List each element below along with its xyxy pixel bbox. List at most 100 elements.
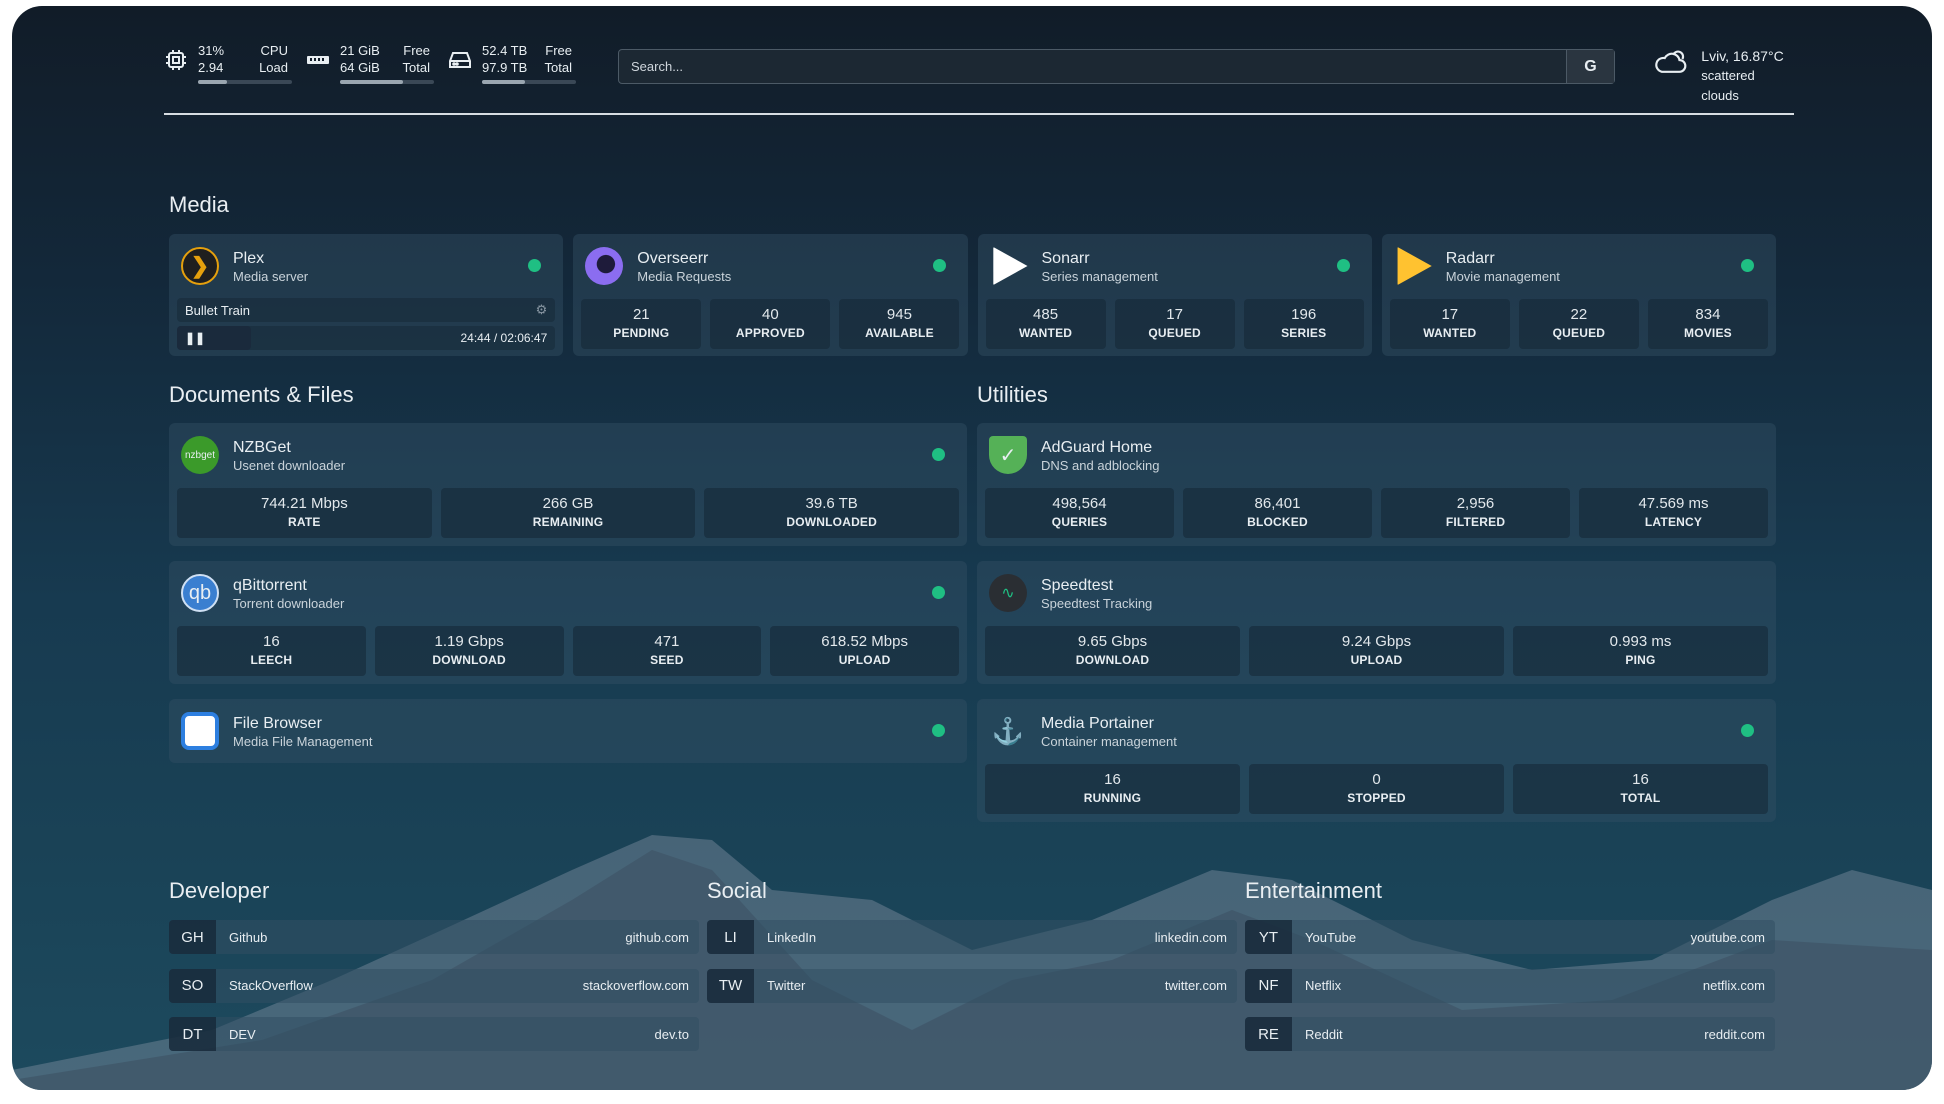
stat-label: DOWNLOADED <box>786 515 878 529</box>
stat-value: 39.6 TB <box>805 495 858 512</box>
bookmark-abbreviation: DT <box>169 1017 216 1051</box>
bookmark-reddit[interactable]: RE Reddit reddit.com <box>1245 1017 1775 1051</box>
stat-box: 17 QUEUED <box>1114 299 1235 349</box>
status-dot <box>932 724 945 737</box>
section-title-docs: Documents & Files <box>169 382 354 407</box>
media-portainer-card[interactable]: ⚓ Media Portainer Container management 16 RU… <box>977 699 1776 822</box>
qbittorrent-card[interactable]: qb qBittorrent Torrent downloader 16 LEECH 1.… <box>169 561 967 684</box>
stat-value: 1.19 Gbps <box>434 633 504 650</box>
stat-box: 9.24 Gbps UPLOAD <box>1249 626 1504 676</box>
adguard-home-card[interactable]: ✓ AdGuard Home DNS and adblocking 498,564 QU… <box>977 423 1776 546</box>
service-name: AdGuard Home <box>1041 438 1153 456</box>
pause-icon[interactable]: ❚❚ <box>185 331 206 345</box>
stat-value: 618.52 Mbps <box>821 633 908 650</box>
speedtest-card[interactable]: ∿ Speedtest Speedtest Tracking 9.65 Gbps DOW… <box>977 561 1776 684</box>
status-dot <box>932 448 945 461</box>
bookmark-abbreviation: YT <box>1245 920 1292 954</box>
bookmark-url: github.com <box>625 929 689 945</box>
stat-label: WANTED <box>1423 326 1477 340</box>
stat-value: 17 <box>1166 306 1183 323</box>
playback-time: 24:44 / 02:06:47 <box>460 331 548 345</box>
memory-icon <box>307 56 329 64</box>
stat-box: 485 WANTED <box>985 299 1106 349</box>
memory-widget: 21 GiB Free 64 GiB Total <box>306 42 434 84</box>
sonarr-card[interactable]: Sonarr Series management 485 WANTED 17 QUEUED… <box>977 234 1372 356</box>
stat-box: 2,956 FILTERED <box>1381 488 1570 538</box>
service-name: File Browser <box>233 714 322 732</box>
memory-free: 21 GiB <box>340 43 380 58</box>
service-name: NZBGet <box>233 438 291 456</box>
stat-value: 22 <box>1570 306 1588 323</box>
stat-box: 196 SERIES <box>1243 299 1364 349</box>
disk-total: 97.9 TB <box>482 60 528 75</box>
stat-label: SEED <box>650 653 684 667</box>
stat-label: AVAILABLE <box>865 326 934 340</box>
service-name: Speedtest <box>1041 576 1114 594</box>
bookmark-name: StackOverflow <box>229 978 313 993</box>
disk-icon <box>449 52 471 68</box>
cpu-label: CPU <box>260 43 288 58</box>
stat-value: 17 <box>1441 306 1459 323</box>
stat-value: 16 <box>263 633 280 650</box>
settings-icon[interactable]: ⚙ <box>535 302 548 317</box>
service-description: Media File Management <box>233 733 373 749</box>
plex-card[interactable]: ❯ Plex Media server Bullet Train ⚙ ❚❚ 24:44… <box>169 234 564 356</box>
disk-widget: 52.4 TB Free 97.9 TB Total <box>448 42 576 84</box>
qbittorrent-icon: qb <box>181 574 219 612</box>
radarr-card[interactable]: Radarr Movie management 17 WANTED 22 QUEUED 83… <box>1381 234 1776 356</box>
cpu-icon <box>166 50 186 70</box>
status-dot <box>932 259 946 272</box>
bookmark-name: YouTube <box>1305 929 1357 945</box>
stat-box: 16 TOTAL <box>1513 764 1768 814</box>
now-playing-title: Bullet Train <box>185 302 251 318</box>
bookmark-twitter[interactable]: TW Twitter twitter.com <box>707 968 1237 1003</box>
bookmark-netflix[interactable]: NF Netflix netflix.com <box>1245 968 1775 1003</box>
service-description: Container management <box>1041 733 1177 749</box>
bookmark-abbreviation: RE <box>1245 1017 1292 1051</box>
stat-label: WANTED <box>1018 326 1073 340</box>
service-description: Speedtest Tracking <box>1041 595 1153 611</box>
stat-value: 834 <box>1695 306 1721 323</box>
bookmark-github[interactable]: GH Github github.com <box>169 920 699 954</box>
total-label: Total <box>544 60 572 75</box>
bookmark-linkedin[interactable]: LI LinkedIn linkedin.com <box>707 920 1237 954</box>
overseerr-icon <box>585 247 624 285</box>
stat-label: RUNNING <box>1083 791 1142 805</box>
section-title-utilities: Utilities <box>977 382 1048 407</box>
stat-label: DOWNLOAD <box>1075 653 1150 667</box>
bookmark-youtube[interactable]: YT YouTube youtube.com <box>1245 920 1775 954</box>
stat-value: 47.569 ms <box>1638 495 1709 512</box>
stat-box: 39.6 TB DOWNLOADED <box>704 488 960 538</box>
nzbget-card[interactable]: nzbget NZBGet Usenet downloader 744.21 Mbps… <box>169 423 967 546</box>
overseerr-card[interactable]: Overseerr Media Requests 21 PENDING 40 APPROV… <box>573 234 968 356</box>
stat-label: APPROVED <box>735 326 805 340</box>
stat-value: 945 <box>886 306 912 323</box>
stat-value: 9.24 Gbps <box>1341 633 1412 650</box>
memory-bar <box>340 80 434 84</box>
bookmark-abbreviation: GH <box>169 920 216 954</box>
file-browser-card[interactable]: File Browser Media File Management <box>169 699 967 763</box>
bookmark-stackoverflow[interactable]: SO StackOverflow stackoverflow.com <box>169 968 699 1003</box>
bookmark-name: LinkedIn <box>767 929 817 945</box>
playback-progress: ❚❚ 24:44 / 02:06:47 <box>177 326 556 350</box>
stat-value: 196 <box>1291 306 1317 323</box>
stat-box: 16 LEECH <box>177 626 366 676</box>
adguard-icon: ✓ <box>989 436 1027 474</box>
search-provider-button[interactable]: G <box>1566 50 1614 83</box>
stat-label: FILTERED <box>1445 515 1506 529</box>
stat-label: SERIES <box>1281 326 1327 340</box>
disk-free: 52.4 TB <box>482 43 528 58</box>
documents-section: nzbget NZBGet Usenet downloader 744.21 Mbps… <box>169 423 967 763</box>
service-description: Media Requests <box>637 268 732 284</box>
radarr-icon <box>1397 247 1432 285</box>
service-description: Movie management <box>1445 268 1560 284</box>
bookmark-dev[interactable]: DT DEV dev.to <box>169 1017 699 1051</box>
search-input[interactable] <box>619 50 1566 83</box>
cpu-bar <box>198 80 292 84</box>
bookmark-url: reddit.com <box>1704 1026 1765 1042</box>
status-dot <box>1741 724 1754 737</box>
stat-box: 498,564 QUERIES <box>985 488 1174 538</box>
service-name: qBittorrent <box>233 576 307 594</box>
stat-value: 0 <box>1372 771 1381 788</box>
stat-box: 1.19 Gbps DOWNLOAD <box>374 626 564 676</box>
